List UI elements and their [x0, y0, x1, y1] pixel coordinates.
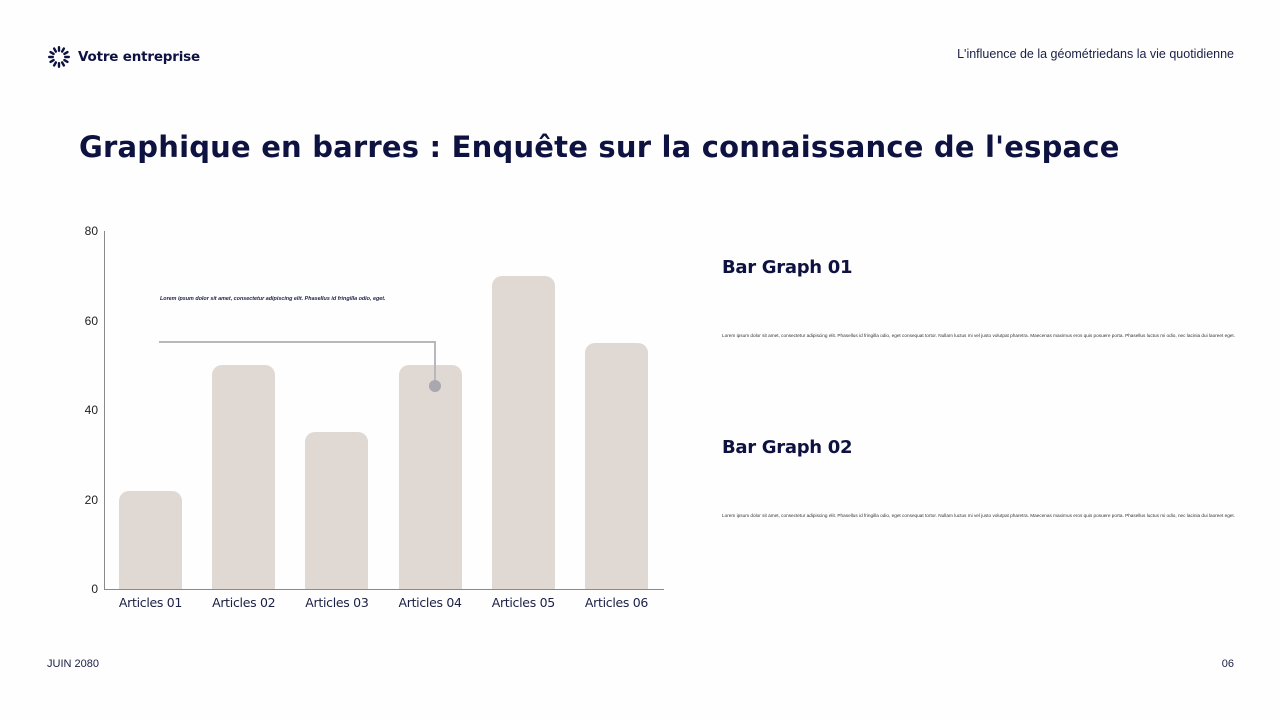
- x-axis-label: Articles 03: [305, 595, 369, 610]
- brand-name: Votre entreprise: [78, 49, 200, 65]
- bar-4: [398, 365, 462, 589]
- brand: Votre entreprise: [47, 45, 200, 69]
- y-tick-label: 80: [84, 224, 98, 238]
- presentation-subtitle: L'influence de la géométriedans la vie q…: [957, 47, 1234, 61]
- y-tick-label: 0: [91, 582, 98, 596]
- y-tick-label: 20: [84, 492, 98, 507]
- chart-annotation-text: Lorem ipsum dolor sit amet, consectetur …: [160, 296, 386, 302]
- bar-5: [491, 275, 555, 589]
- bar-2: [212, 365, 276, 589]
- bar-graph-01-section: Bar Graph 01 Lorem ipsum dolor sit amet,…: [722, 257, 1235, 377]
- footer-date: JUIN 2080: [47, 658, 99, 670]
- x-axis-label: Articles 02: [212, 595, 276, 610]
- page-number: 06: [1221, 658, 1234, 670]
- page-title: Graphique en barres : Enquête sur la con…: [79, 130, 1120, 164]
- x-axis-label: Articles 01: [118, 595, 183, 610]
- x-axis-label: Articles 05: [491, 595, 556, 610]
- section-title: Bar Graph 01: [722, 257, 853, 278]
- y-axis-line: [104, 231, 105, 589]
- annotation-leader-line-vertical: [434, 341, 436, 385]
- annotation-leader-line: [159, 341, 435, 343]
- bar-chart: 80 60 40 20 0 Articles 01 Articles 02 Articles…: [60, 220, 680, 620]
- section-title: Bar Graph 02: [722, 437, 853, 458]
- sunburst-logo-icon: [48, 46, 70, 68]
- x-axis-label: Articles 06: [584, 595, 649, 610]
- section-body: Lorem ipsum dolor sit amet, consectetur …: [722, 513, 1236, 518]
- bar-1: [119, 490, 182, 589]
- bar-3: [305, 432, 369, 589]
- y-tick-label: 40: [84, 403, 98, 417]
- section-body: Lorem ipsum dolor sit amet, consectetur …: [722, 333, 1236, 338]
- x-axis-line: [104, 589, 664, 590]
- bar-6: [585, 342, 648, 589]
- bar-graph-02-section: Bar Graph 02 Lorem ipsum dolor sit amet,…: [722, 437, 1235, 557]
- y-tick-label: 60: [84, 313, 98, 328]
- x-axis-label: Articles 04: [398, 595, 462, 610]
- annotation-marker-dot: [429, 380, 441, 392]
